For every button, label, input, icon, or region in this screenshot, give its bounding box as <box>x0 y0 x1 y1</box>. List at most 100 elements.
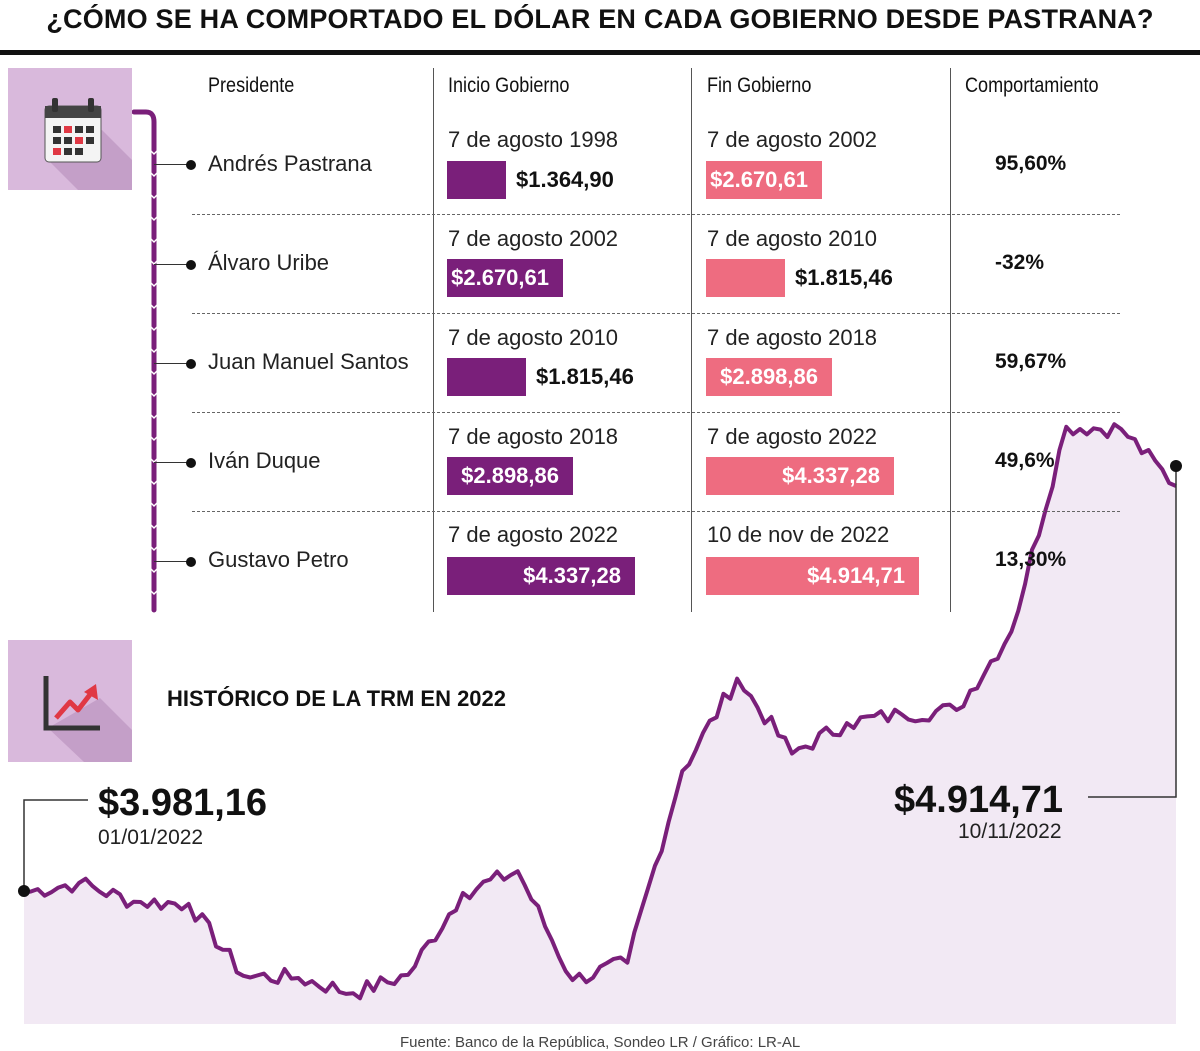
spine-chevron <box>149 479 159 485</box>
start-value-label: $3.981,16 <box>98 782 268 824</box>
end-bar <box>706 358 832 396</box>
start-callout-line <box>23 799 88 891</box>
start-date: 7 de agosto 1998 <box>448 127 619 152</box>
spine-chevron <box>149 501 159 507</box>
president-name: Juan Manuel Santos <box>208 349 409 374</box>
spine-chevron <box>149 171 159 177</box>
spine-chevron <box>149 215 159 221</box>
spine-chevron <box>149 369 159 375</box>
end-value: $4.914,71 <box>807 563 905 588</box>
spine-chevron <box>149 303 159 309</box>
change-percent: -32% <box>995 251 1045 274</box>
column-divider <box>950 68 951 612</box>
start-bar <box>447 161 506 199</box>
timeline-spine <box>131 109 157 613</box>
start-date: 7 de agosto 2002 <box>448 226 619 251</box>
start-value: $4.337,28 <box>523 563 621 588</box>
trm-line <box>23 422 1177 1001</box>
spine-chevron <box>149 435 159 441</box>
timeline-chevrons <box>149 149 159 595</box>
end-date: 7 de agosto 2010 <box>707 226 878 251</box>
header-president: Presidente <box>208 74 295 97</box>
trend-chart-icon <box>43 676 132 762</box>
president-name: Andrés Pastrana <box>208 151 372 176</box>
row-connector <box>154 164 190 165</box>
start-point-dot <box>18 885 30 897</box>
spine-chevron <box>149 347 159 353</box>
row-connector <box>154 561 190 562</box>
start-bar <box>447 457 573 495</box>
column-divider <box>691 68 692 612</box>
start-value: $1.815,46 <box>536 364 634 389</box>
row-dot <box>186 160 196 170</box>
change-percent: 49,6% <box>995 449 1055 472</box>
spine-chevron <box>149 523 159 529</box>
start-date: 7 de agosto 2018 <box>448 424 619 449</box>
calendar-icon <box>44 98 132 190</box>
end-value-label: $4.914,71 <box>894 779 1064 821</box>
spine-chevron <box>149 325 159 331</box>
end-date: 7 de agosto 2018 <box>707 325 878 350</box>
history-title: HISTÓRICO DE LA TRM EN 2022 <box>167 686 507 711</box>
row-separator <box>192 511 1120 512</box>
spine-chevron <box>149 149 159 155</box>
start-value: $2.670,61 <box>451 265 549 290</box>
spine-chevron <box>149 589 159 595</box>
end-point-dot <box>1170 460 1182 472</box>
president-name: Iván Duque <box>208 448 321 473</box>
row-dot <box>186 557 196 567</box>
start-date: 7 de agosto 2010 <box>448 325 619 350</box>
start-value: $2.898,86 <box>461 463 559 488</box>
spine-chevron <box>149 413 159 419</box>
header-change: Comportamiento <box>965 74 1099 97</box>
end-value: $2.898,86 <box>720 364 818 389</box>
change-percent: 59,67% <box>995 350 1067 373</box>
page-title: ¿CÓMO SE HA COMPORTADO EL DÓLAR EN CADA … <box>46 4 1154 34</box>
end-bar <box>706 457 894 495</box>
row-dot <box>186 359 196 369</box>
end-value: $4.337,28 <box>782 463 880 488</box>
row-separator <box>192 412 1120 413</box>
end-callout-line <box>1088 466 1177 798</box>
row-connector <box>154 363 190 364</box>
end-date: 10 de nov de 2022 <box>707 522 890 547</box>
spine-chevron <box>149 545 159 551</box>
column-divider <box>433 68 434 612</box>
spine-chevron <box>149 193 159 199</box>
trend-icon-box <box>8 640 132 762</box>
header-end: Fin Gobierno <box>707 74 812 97</box>
start-date: 7 de agosto 2022 <box>448 522 619 547</box>
end-value: $1.815,46 <box>795 265 893 290</box>
change-percent: 13,30% <box>995 548 1067 571</box>
start-bar <box>447 358 526 396</box>
end-date: 7 de agosto 2002 <box>707 127 878 152</box>
change-percent: 95,60% <box>995 152 1067 175</box>
spine-chevron <box>149 567 159 573</box>
end-bar <box>706 259 785 297</box>
source-note: Fuente: Banco de la República, Sondeo LR… <box>400 1034 801 1051</box>
row-dot <box>186 458 196 468</box>
row-connector <box>154 462 190 463</box>
row-separator <box>192 313 1120 314</box>
president-name: Álvaro Uribe <box>208 250 330 275</box>
spine-chevron <box>149 281 159 287</box>
end-value: $2.670,61 <box>710 167 808 192</box>
end-bar <box>706 557 919 595</box>
start-date-label: 01/01/2022 <box>98 826 204 849</box>
row-dot <box>186 260 196 270</box>
start-bar <box>447 557 635 595</box>
president-name: Gustavo Petro <box>208 547 349 572</box>
trm-area <box>24 424 1176 1024</box>
title-rule <box>0 50 1200 55</box>
calendar-icon-box <box>8 68 132 190</box>
spine-chevron <box>149 237 159 243</box>
row-separator <box>192 214 1120 215</box>
end-bar <box>706 161 822 199</box>
end-date-label: 10/11/2022 <box>958 820 1062 843</box>
row-connector <box>154 264 190 265</box>
spine-chevron <box>149 391 159 397</box>
header-start: Inicio Gobierno <box>448 74 570 97</box>
start-value: $1.364,90 <box>516 167 614 192</box>
start-bar <box>447 259 563 297</box>
